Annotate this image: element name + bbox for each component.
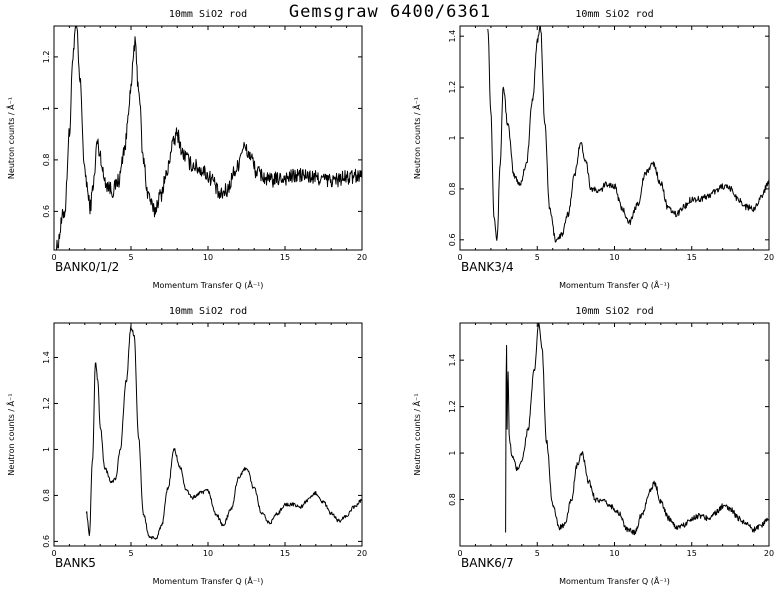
y-tick-label: 0.8	[448, 183, 457, 196]
x-tick-label: 20	[357, 549, 367, 558]
y-tick-label: 0.8	[42, 154, 51, 167]
data-series-line	[487, 25, 770, 243]
y-tick-label: 1.2	[42, 397, 51, 410]
x-tick-label: 15	[280, 253, 290, 262]
y-tick-label: 1	[448, 451, 457, 456]
y-tick-label: 1	[42, 447, 51, 452]
x-tick-label: 20	[357, 253, 367, 262]
y-tick-label: 0.8	[448, 493, 457, 506]
y-axis-label: Neutron counts / Å⁻¹	[411, 97, 422, 179]
y-tick-label: 1.2	[448, 81, 457, 94]
x-tick-label: 20	[764, 549, 774, 558]
x-tick-label: 5	[128, 549, 133, 558]
x-axis-label: Momentum Transfer Q (Å⁻¹)	[559, 575, 670, 586]
plot-frame	[53, 25, 363, 251]
x-tick-label: 10	[609, 549, 619, 558]
y-tick-label: 0.8	[42, 489, 51, 502]
y-tick-label: 1	[42, 106, 51, 111]
y-axis-label: Neutron counts / Å⁻¹	[5, 97, 16, 179]
panel-title: 10mm SiO2 rod	[575, 9, 653, 20]
x-tick-label: 15	[687, 253, 697, 262]
y-tick-label: 1.2	[448, 400, 457, 413]
y-tick-label: 1.4	[448, 30, 457, 43]
plot-frame	[459, 25, 770, 251]
x-tick-label: 20	[764, 253, 774, 262]
y-tick-label: 1.4	[448, 354, 457, 367]
x-axis-label: Momentum Transfer Q (Å⁻¹)	[153, 575, 264, 586]
y-tick-label: 1	[448, 135, 457, 140]
panel-title: 10mm SiO2 rod	[169, 9, 247, 20]
x-tick-label: 5	[535, 253, 540, 262]
bank-label: BANK0/1/2	[55, 260, 119, 274]
x-axis-label: Momentum Transfer Q (Å⁻¹)	[153, 279, 264, 290]
x-tick-label: 5	[535, 549, 540, 558]
bank-label: BANK6/7	[461, 556, 514, 570]
main-title: Gemsgraw 6400/6361	[288, 2, 492, 22]
y-tick-label: 1.4	[42, 351, 51, 364]
x-tick-label: 15	[687, 549, 697, 558]
x-axis-label: Momentum Transfer Q (Å⁻¹)	[559, 279, 670, 290]
bank-label: BANK5	[55, 556, 96, 570]
panel-title: 10mm SiO2 rod	[575, 306, 653, 317]
x-tick-label: 0	[51, 253, 56, 262]
x-tick-label: 10	[203, 549, 213, 558]
x-tick-label: 0	[457, 549, 462, 558]
y-tick-label: 0.6	[448, 233, 457, 246]
bank-label: BANK3/4	[461, 260, 514, 274]
x-tick-label: 5	[128, 253, 133, 262]
x-tick-label: 10	[203, 253, 213, 262]
y-axis-label: Neutron counts / Å⁻¹	[411, 393, 422, 475]
y-tick-label: 1.2	[42, 51, 51, 64]
x-tick-label: 10	[609, 253, 619, 262]
data-series-line	[85, 325, 363, 540]
y-axis-label: Neutron counts / Å⁻¹	[5, 393, 16, 475]
y-tick-label: 0.6	[42, 535, 51, 548]
data-series-line	[55, 25, 362, 251]
x-tick-label: 0	[51, 549, 56, 558]
y-tick-label: 0.6	[42, 205, 51, 218]
panel-title: 10mm SiO2 rod	[169, 306, 247, 317]
x-tick-label: 0	[457, 253, 462, 262]
x-tick-label: 15	[280, 549, 290, 558]
data-series-line	[505, 322, 770, 536]
plot-frame	[53, 322, 363, 547]
